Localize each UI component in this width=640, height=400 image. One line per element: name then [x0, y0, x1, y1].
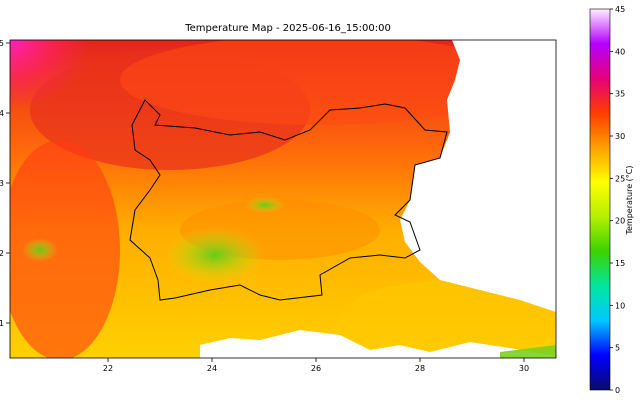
x-tick-label: 22 [103, 364, 113, 373]
colorbar-ticks: 0 5 10 15 20 25 30 35 40 45 [610, 5, 625, 395]
y-tick-label: 5 [0, 39, 4, 48]
colorbar-tick-label: 40 [615, 47, 625, 56]
y-tick-label: 1 [0, 319, 4, 328]
temperature-field [10, 40, 556, 358]
x-tick-label: 28 [415, 364, 425, 373]
country-border [129, 99, 448, 301]
colorbar-tick-label: 15 [615, 259, 625, 268]
colorbar-tick-label: 10 [615, 301, 625, 310]
colorbar-tick-label: 20 [615, 217, 625, 226]
colorbar-tick-label: 0 [615, 386, 620, 395]
colorbar-bar [589, 8, 611, 391]
y-axis: 5 4 3 2 1 [0, 39, 10, 328]
map-title: Temperature Map - 2025-06-16_15:00:00 [185, 23, 391, 34]
colorbar: 0 5 10 15 20 25 30 35 40 45 Temperature (°C) [589, 5, 634, 395]
x-axis: 22 24 26 28 30 [103, 358, 529, 373]
colorbar-tick-label: 5 [615, 344, 620, 353]
colorbar-tick-label: 35 [615, 90, 625, 99]
y-tick-label: 4 [0, 109, 4, 118]
colorbar-tick-label: 30 [615, 132, 625, 141]
x-tick-label: 26 [311, 364, 321, 373]
y-tick-label: 2 [0, 249, 4, 258]
x-tick-label: 30 [519, 364, 529, 373]
colorbar-label: Temperature (°C) [625, 165, 634, 235]
plot-frame [9, 39, 557, 359]
colorbar-tick-label: 25 [615, 174, 625, 183]
colorbar-tick-label: 45 [615, 5, 625, 14]
x-tick-label: 24 [207, 364, 217, 373]
y-tick-label: 3 [0, 179, 4, 188]
